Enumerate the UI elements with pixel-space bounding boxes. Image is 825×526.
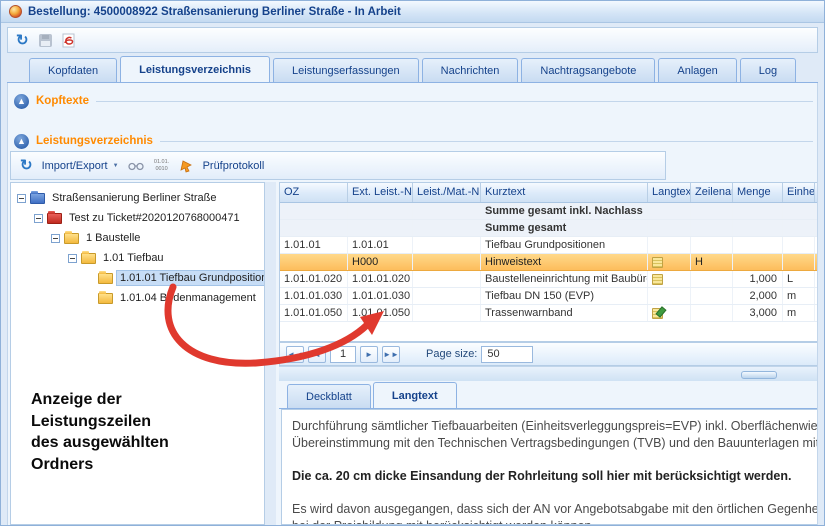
folder-icon: [30, 191, 45, 204]
tab-kopfdaten[interactable]: Kopfdaten: [29, 58, 118, 82]
annotation-text: Anzeige der Leistungszeilen des ausgewäh…: [31, 391, 169, 473]
collapse-toggle-icon[interactable]: [68, 253, 77, 263]
col-leist-mat-nr[interactable]: Leist./Mat.-Nr.: [413, 183, 481, 202]
divider: [96, 101, 813, 102]
horizontal-scrollbar-thumb[interactable]: [741, 371, 777, 379]
col-zeilenart[interactable]: Zeilenart: [691, 183, 733, 202]
main-toolbar: ↻: [7, 27, 818, 53]
save-icon[interactable]: [38, 33, 52, 47]
col-einheit[interactable]: Einheit: [783, 183, 815, 202]
title-bar: Bestellung: 4500008922 Straßensanierung …: [1, 1, 824, 23]
tree-item-ticket[interactable]: Test zu Ticket#2020120768000471: [11, 208, 264, 228]
tab-leistungserfassungen[interactable]: Leistungserfassungen: [273, 58, 419, 82]
table-row[interactable]: Summe gesamt inkl. Nachlass: [280, 203, 817, 220]
lv-grid: OZ Ext. Leist.-Nr. Leist./Mat.-Nr. Kurzt…: [279, 182, 817, 342]
refresh-icon[interactable]: ↻: [16, 31, 29, 49]
table-row-hinweistext[interactable]: H000 Hinweistext H: [280, 254, 817, 271]
tab-log[interactable]: Log: [739, 58, 797, 82]
tab-nachrichten[interactable]: Nachrichten: [421, 58, 519, 82]
numbering-icon[interactable]: 01.01. 0010: [153, 159, 170, 172]
next-page-button[interactable]: ►: [360, 345, 378, 363]
folder-icon: [98, 271, 113, 284]
tab-nachtragsangebote[interactable]: Nachtragsangebote: [521, 58, 656, 82]
current-page-input[interactable]: [330, 345, 356, 363]
page-size-label: Page size:: [426, 348, 478, 360]
lv-tree-panel: Straßensanierung Berliner Straße Test zu…: [10, 182, 265, 525]
lv-refresh-icon[interactable]: ↻: [20, 157, 33, 174]
table-row[interactable]: Summe gesamt: [280, 220, 817, 237]
panel-splitter[interactable]: ◄: [265, 182, 276, 525]
tree-item-bodenmanagement[interactable]: 1.01.04 Bodenmanagement: [11, 288, 264, 308]
grid-header: OZ Ext. Leist.-Nr. Leist./Mat.-Nr. Kurzt…: [280, 183, 817, 203]
tab-anlagen[interactable]: Anlagen: [658, 58, 737, 82]
langtext-content: Durchführung sämtlicher Tiefbauarbeiten …: [281, 409, 817, 525]
app-icon: [9, 5, 22, 18]
note-edit-icon[interactable]: [652, 308, 663, 319]
tree-item-tiefbau-grundpositionen[interactable]: 1.01.01 Tiefbau Grundpositionen: [11, 268, 264, 288]
col-ext-leist-nr[interactable]: Ext. Leist.-Nr.: [348, 183, 413, 202]
import-export-button[interactable]: Import/Export ▼: [41, 159, 119, 172]
col-menge[interactable]: Menge: [733, 183, 783, 202]
detail-panel: Deckblatt Langtext Durchführung sämtlich…: [279, 382, 817, 525]
col-langtext[interactable]: Langtext: [648, 183, 691, 202]
lv-tree: Straßensanierung Berliner Straße Test zu…: [11, 183, 264, 308]
pdf-export-icon[interactable]: [62, 33, 76, 48]
folder-icon: [64, 231, 79, 244]
collapse-toggle-icon[interactable]: [34, 213, 43, 223]
page-size-input[interactable]: [481, 345, 534, 363]
section-lv-label: Leistungsverzeichnis: [36, 135, 153, 147]
tree-item-tiefbau[interactable]: 1.01 Tiefbau: [11, 248, 264, 268]
collapse-toggle-icon[interactable]: [17, 193, 26, 203]
collapse-lv-icon[interactable]: ▲: [14, 133, 29, 149]
pruefprotokoll-button[interactable]: Prüfprotokoll: [202, 159, 265, 172]
content-panel: ▲ Kopftexte ▲ Leistungsverzeichnis ↻ Imp…: [7, 83, 818, 525]
folder-icon: [47, 211, 62, 224]
collapse-kopftexte-icon[interactable]: ▲: [14, 93, 29, 109]
table-row[interactable]: 1.01.01 1.01.01 Tiefbau Grundpositionen: [280, 237, 817, 254]
folder-icon: [98, 291, 113, 304]
pagination-bar: ◄◄ ◄ ► ►► Page size:: [279, 342, 817, 366]
detail-tab-bar: Deckblatt Langtext: [279, 382, 817, 409]
table-row[interactable]: 1.01.01.020 1.01.01.020 Baustelleneinric…: [280, 271, 817, 288]
top-tab-bar: Kopfdaten Leistungsverzeichnis Leistungs…: [7, 56, 818, 83]
note-icon[interactable]: [652, 257, 663, 268]
divider: [159, 141, 813, 142]
section-leistungsverzeichnis: ▲ Leistungsverzeichnis: [14, 133, 813, 149]
glasses-icon[interactable]: [127, 161, 144, 171]
folder-icon: [81, 251, 96, 264]
table-row[interactable]: 1.01.01.050 1.01.01.050 Trassenwarnband …: [280, 305, 817, 322]
horizontal-scrollbar: [279, 366, 817, 381]
tab-langtext[interactable]: Langtext: [372, 382, 457, 408]
col-kurztext[interactable]: Kurztext: [481, 183, 648, 202]
col-clipped: [815, 183, 817, 202]
tab-leistungsverzeichnis[interactable]: Leistungsverzeichnis: [120, 56, 271, 82]
section-kopftexte-label: Kopftexte: [36, 95, 90, 107]
table-row[interactable]: 1.01.01.030 1.01.01.030 Tiefbau DN 150 (…: [280, 288, 817, 305]
section-kopftexte: ▲ Kopftexte: [14, 93, 813, 109]
window-title: Bestellung: 4500008922 Straßensanierung …: [28, 5, 401, 18]
tree-item-root[interactable]: Straßensanierung Berliner Straße: [11, 188, 264, 208]
tree-item-baustelle[interactable]: 1 Baustelle: [11, 228, 264, 248]
tab-deckblatt[interactable]: Deckblatt: [287, 384, 371, 408]
chevron-down-icon: ▼: [112, 162, 119, 169]
lv-toolbar: ↻ Import/Export ▼ 01.01. 0010 Prüfprotok…: [10, 151, 666, 180]
note-icon[interactable]: [652, 274, 663, 285]
check-pointer-icon[interactable]: [179, 159, 194, 173]
prev-page-button[interactable]: ◄: [308, 345, 326, 363]
last-page-button[interactable]: ►►: [382, 345, 400, 363]
first-page-button[interactable]: ◄◄: [286, 345, 304, 363]
col-oz[interactable]: OZ: [280, 183, 348, 202]
collapse-toggle-icon[interactable]: [51, 233, 60, 243]
